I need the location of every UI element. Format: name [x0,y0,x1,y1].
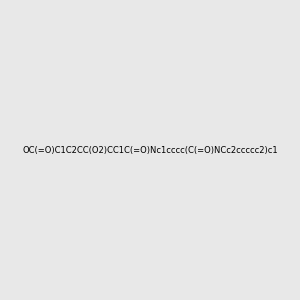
Text: OC(=O)C1C2CC(O2)CC1C(=O)Nc1cccc(C(=O)NCc2ccccc2)c1: OC(=O)C1C2CC(O2)CC1C(=O)Nc1cccc(C(=O)NCc… [22,146,278,154]
